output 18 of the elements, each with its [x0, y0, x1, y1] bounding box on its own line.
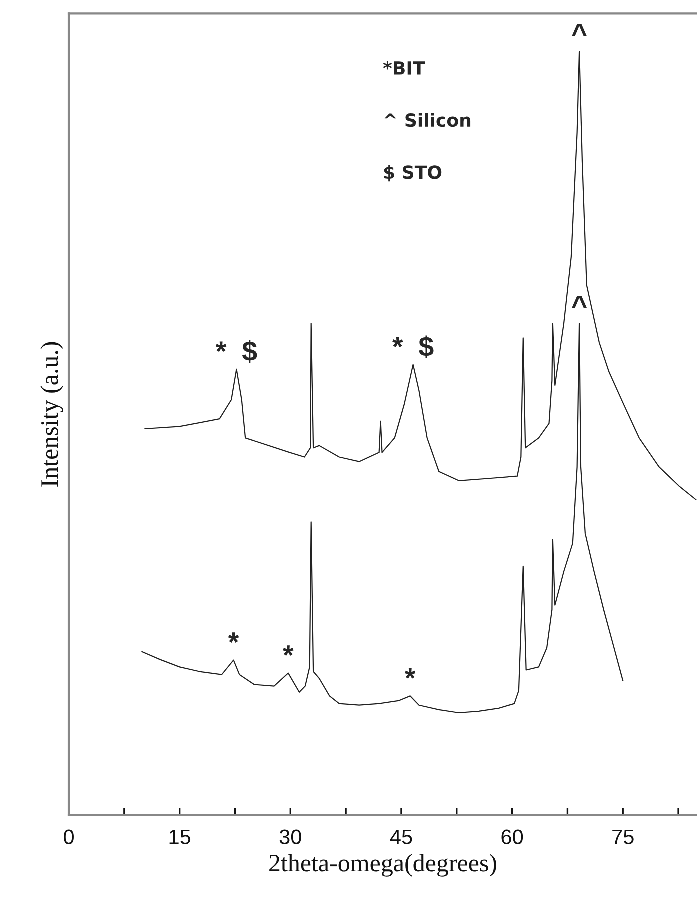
annotation: * — [228, 632, 240, 643]
annotation: ^ — [572, 296, 588, 308]
annotation: ^ — [572, 24, 588, 36]
x-tick-label: 30 — [280, 830, 302, 844]
annotation: $ STO — [384, 165, 442, 182]
annotation: * $ — [392, 336, 434, 358]
annotation: ^ Silicon — [384, 113, 471, 128]
annotation: * — [405, 668, 416, 679]
y-axis-title: Intensity (a.u.) — [40, 342, 64, 487]
x-tick-label: 60 — [502, 830, 524, 844]
annotation: *BIT — [383, 61, 426, 75]
annotation: * — [283, 646, 294, 656]
x-tick-label: 75 — [612, 830, 634, 844]
x-tick-label: 15 — [170, 830, 191, 844]
x-tick-label: 45 — [390, 830, 412, 844]
x-axis-title: 2theta-omega(degrees) — [270, 854, 496, 877]
x-tick-label: 0 — [64, 830, 74, 844]
annotation: * $ — [216, 340, 258, 363]
